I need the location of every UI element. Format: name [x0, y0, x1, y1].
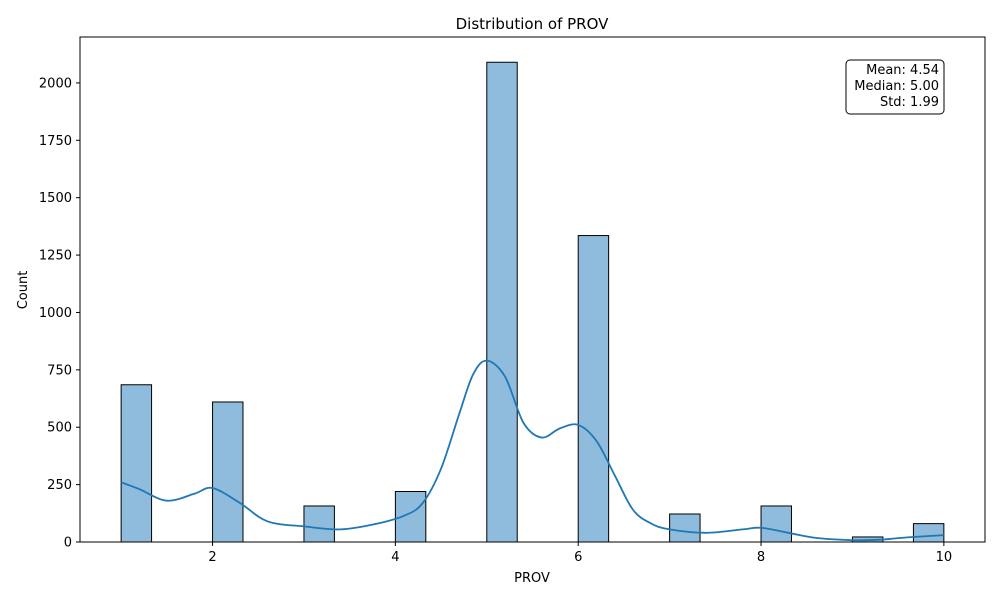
stats-mean: Mean: 4.54 [866, 63, 939, 78]
x-tick-label: 10 [936, 550, 953, 565]
x-tick-label: 2 [208, 550, 216, 565]
chart-title: Distribution of PROV [456, 15, 610, 33]
y-axis-label: Count [16, 271, 31, 310]
y-tick-label: 2000 [39, 76, 72, 91]
y-tick-label: 750 [47, 363, 72, 378]
y-tick-label: 250 [47, 478, 72, 493]
y-tick-label: 1750 [39, 134, 72, 149]
histogram-bar [669, 513, 701, 543]
stats-std: Std: 1.99 [880, 95, 939, 110]
histogram-bar [577, 235, 610, 543]
x-axis-label: PROV [514, 571, 550, 586]
stats-box: Mean: 4.54 Median: 5.00 Std: 1.99 [845, 59, 945, 115]
y-tick-label: 500 [47, 421, 72, 436]
histogram-bar [912, 523, 945, 543]
stats-box-frame [845, 59, 945, 115]
x-tick-label: 8 [757, 550, 765, 565]
y-tick-label: 1000 [39, 306, 72, 321]
kde-line [120, 359, 944, 542]
x-tick-label: 6 [574, 550, 582, 565]
histogram-bar [486, 61, 518, 543]
plot-frame [79, 36, 986, 543]
x-tick-label: 4 [391, 550, 399, 565]
y-tick-label: 1250 [39, 249, 72, 264]
histogram-bar [120, 384, 153, 543]
y-tick-label: 0 [64, 536, 72, 551]
stats-median: Median: 5.00 [854, 79, 939, 94]
histogram-bar [760, 505, 792, 543]
y-tick-label: 1500 [39, 191, 72, 206]
histogram-bar [303, 505, 335, 543]
histogram-bar [212, 401, 244, 543]
